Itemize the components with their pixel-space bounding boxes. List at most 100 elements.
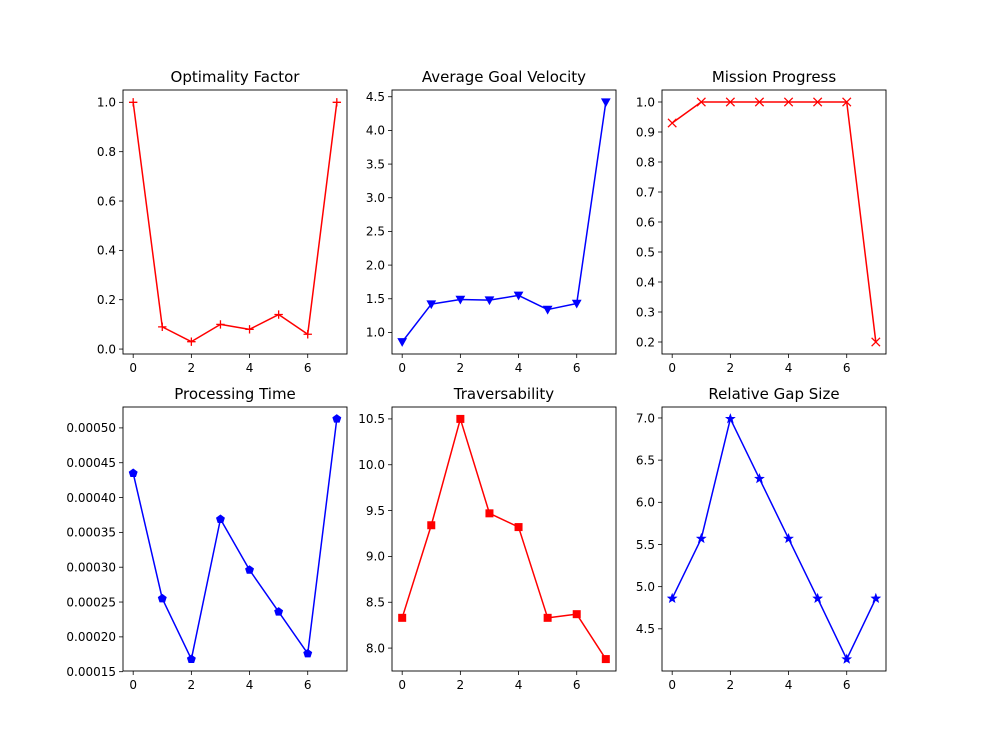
x-tick-label: 6 xyxy=(573,361,581,375)
data-point xyxy=(216,320,225,329)
y-tick-label: 5.0 xyxy=(636,580,655,594)
data-point xyxy=(725,97,736,107)
data-point xyxy=(600,98,611,108)
y-tick-label: 0.00040 xyxy=(66,491,116,505)
y-tick-label: 0.00025 xyxy=(66,595,116,609)
data-point xyxy=(485,509,494,518)
y-tick-label: 7.0 xyxy=(636,411,655,425)
y-tick-label: 3.5 xyxy=(366,157,385,171)
y-tick-label: 0.00045 xyxy=(66,456,116,470)
data-point xyxy=(274,607,284,616)
series-line xyxy=(132,102,338,343)
data-point xyxy=(754,97,765,107)
data-point xyxy=(303,648,313,658)
y-tick-label: 3.0 xyxy=(366,191,385,205)
y-tick-label: 0.00050 xyxy=(66,421,116,435)
x-tick-label: 2 xyxy=(727,678,735,692)
x-tick-label: 6 xyxy=(573,678,581,692)
data-point xyxy=(724,413,736,424)
subplot-title: Relative Gap Size xyxy=(708,385,839,403)
y-tick-label: 1.0 xyxy=(97,96,116,110)
subplot-1: Optimality Factor 0 2 4 6 0.0 0.2 0.4 0.6 0.8 1.0 xyxy=(97,68,348,375)
x-tick-label: 4 xyxy=(785,678,793,692)
data-point xyxy=(398,613,407,622)
data-point xyxy=(456,414,465,423)
axes-frame xyxy=(122,406,348,672)
x-tick-label: 6 xyxy=(843,361,851,375)
data-point xyxy=(783,532,794,544)
y-tick-label: 0.4 xyxy=(97,244,116,258)
data-point xyxy=(572,610,581,619)
data-point xyxy=(601,655,610,664)
y-tick-label: 0.00035 xyxy=(66,526,116,540)
y-tick-label: 4.5 xyxy=(366,90,385,104)
subplot-title: Traversability xyxy=(453,385,555,403)
y-tick-label: 0.00020 xyxy=(66,630,116,644)
y-tick-label: 0.2 xyxy=(636,335,655,349)
y-tick-label: 0.4 xyxy=(636,275,655,289)
data-point xyxy=(871,337,881,347)
subplot-title: Optimality Factor xyxy=(171,68,301,86)
data-point xyxy=(571,299,582,309)
x-tick-label: 0 xyxy=(129,678,137,692)
y-tick-label: 0.7 xyxy=(636,185,655,199)
subplot-4: Processing Time 0 2 4 6 0.00015 0.00020 0.00025… xyxy=(66,385,348,692)
axes-frame xyxy=(391,89,617,355)
x-tick-label: 0 xyxy=(398,361,406,375)
axes-frame xyxy=(391,406,617,672)
y-tick-label: 0.2 xyxy=(97,293,116,307)
data-point xyxy=(812,592,824,604)
y-tick-label: 10.0 xyxy=(358,458,385,472)
y-tick-label: 4.5 xyxy=(636,622,655,636)
y-tick-label: 9.0 xyxy=(366,550,385,564)
series-line xyxy=(671,418,877,660)
x-tick-label: 2 xyxy=(188,678,196,692)
y-tick-label: 8.5 xyxy=(366,596,385,610)
y-tick-label: 0.00030 xyxy=(66,561,116,575)
subplot-2: Average Goal Velocity 0 2 4 6 1.0 1.5 2.0 2.5 3.0… xyxy=(366,68,617,375)
x-tick-label: 2 xyxy=(727,361,735,375)
data-point xyxy=(274,310,283,319)
x-tick-label: 6 xyxy=(304,678,312,692)
x-tick-label: 4 xyxy=(785,361,793,375)
data-point xyxy=(455,295,466,305)
data-point xyxy=(514,523,523,532)
y-tick-label: 5.5 xyxy=(636,538,655,552)
data-point xyxy=(128,98,138,107)
y-tick-label: 0.3 xyxy=(636,305,655,319)
y-tick-label: 1.0 xyxy=(636,95,655,109)
data-point xyxy=(215,514,225,523)
data-point xyxy=(812,97,823,107)
y-tick-label: 0.9 xyxy=(636,125,655,139)
y-tick-label: 0.8 xyxy=(636,155,655,169)
y-tick-label: 6.0 xyxy=(636,496,655,510)
data-point xyxy=(245,325,254,334)
data-point xyxy=(513,291,524,301)
data-point xyxy=(332,98,342,107)
x-tick-label: 2 xyxy=(457,678,465,692)
data-point xyxy=(695,532,707,544)
axes-frame xyxy=(661,406,887,672)
y-tick-label: 0.5 xyxy=(636,245,655,259)
data-point xyxy=(426,300,437,310)
data-point xyxy=(783,97,794,107)
data-point xyxy=(543,613,552,622)
data-point xyxy=(397,338,408,347)
data-point xyxy=(186,654,196,663)
subplot-5: Traversability 0 2 4 6 8.0 8.5 9.0 9.5 10.0 10.5 xyxy=(358,385,617,692)
data-point xyxy=(542,305,553,315)
x-tick-label: 6 xyxy=(843,678,851,692)
x-tick-label: 0 xyxy=(129,361,137,375)
y-tick-label: 2.0 xyxy=(366,258,385,272)
x-tick-label: 0 xyxy=(668,361,676,375)
data-point xyxy=(754,473,765,484)
subplot-3: Mission Progress 0 2 4 6 0.2 0.3 0.4 0.5 0.6 0.7 0.… xyxy=(636,68,887,375)
data-point xyxy=(484,296,495,306)
axes-frame xyxy=(122,89,348,355)
data-point xyxy=(128,468,138,477)
x-tick-label: 0 xyxy=(668,678,676,692)
y-tick-label: 8.0 xyxy=(366,641,385,655)
data-point xyxy=(870,592,882,604)
